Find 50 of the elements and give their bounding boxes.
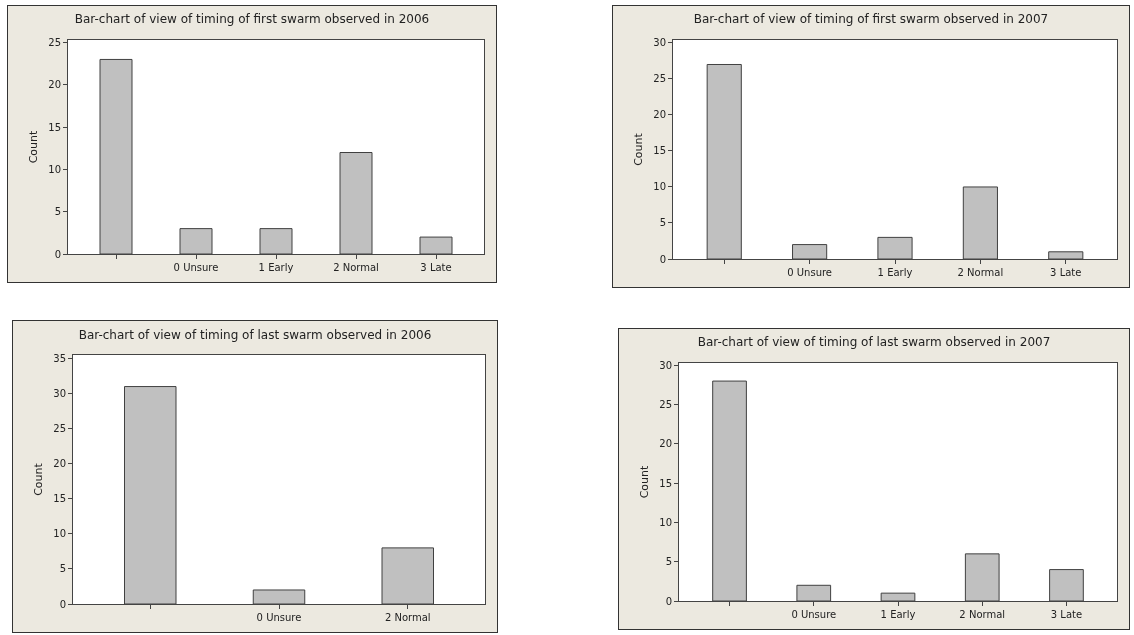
y-tick-label: 15 [53,493,66,505]
x-tick-label: 0 Unsure [173,262,219,273]
y-tick-label: 20 [653,109,666,121]
y-tick-label: 10 [48,163,61,175]
x-tick-label: 0 Unsure [256,612,302,623]
y-tick-label: 5 [659,217,666,229]
y-tick-label: 15 [659,477,672,489]
chart-title: Bar-chart of view of timing of first swarm observed in 2007 [693,11,1049,26]
y-tick-label: 35 [53,353,66,365]
x-tick-label: 3 Late [1050,609,1083,620]
y-tick-label: 30 [53,388,66,400]
y-tick-label: 25 [53,423,66,435]
y-tick-label: 0 [659,253,666,265]
y-tick-label: 20 [659,438,672,450]
y-tick-label: 25 [48,37,61,49]
y-tick-label: 30 [653,37,666,49]
y-tick-label: 5 [665,556,672,568]
x-tick-label: 3 Late [1050,267,1082,278]
chart-title: Bar-chart of view of timing of last swarm observed in 2006 [78,327,432,342]
y-tick-label: 0 [54,248,61,260]
x-tick-label: 1 Early [880,609,916,620]
y-tick-label: 10 [653,181,666,193]
x-tick-label: 1 Early [877,267,913,278]
x-tick-label: 2 Normal [957,267,1004,278]
x-tick-label: 2 Normal [959,609,1006,620]
chart-title: Bar-chart of view of timing of first swarm observed in 2006 [74,11,430,26]
x-tick-label: 3 Late [420,262,452,273]
y-tick-label: 5 [59,563,66,575]
chart-title: Bar-chart of view of timing of last swarm observed in 2007 [697,335,1051,350]
y-axis-title: Count [631,132,645,166]
x-tick-label: 1 Early [258,262,294,273]
y-axis-title: Count [26,129,40,164]
y-tick-label: 10 [53,528,66,540]
y-tick-label: 10 [659,516,672,528]
x-tick-label: 2 Normal [333,262,379,273]
y-tick-label: 25 [659,399,672,411]
y-tick-label: 30 [659,359,672,371]
y-tick-label: 5 [54,206,61,218]
x-tick-label: 2 Normal [384,612,431,623]
y-axis-title: Count [31,462,45,496]
y-axis-title: Count [637,464,651,499]
x-tick-label: 0 Unsure [787,267,833,278]
y-tick-label: 15 [48,121,61,133]
y-tick-label: 25 [653,73,666,85]
y-tick-label: 0 [59,598,66,610]
x-tick-label: 0 Unsure [791,609,837,620]
y-tick-label: 20 [53,458,66,470]
y-tick-label: 15 [653,145,666,157]
y-tick-label: 20 [48,79,61,91]
y-tick-label: 0 [665,595,672,607]
